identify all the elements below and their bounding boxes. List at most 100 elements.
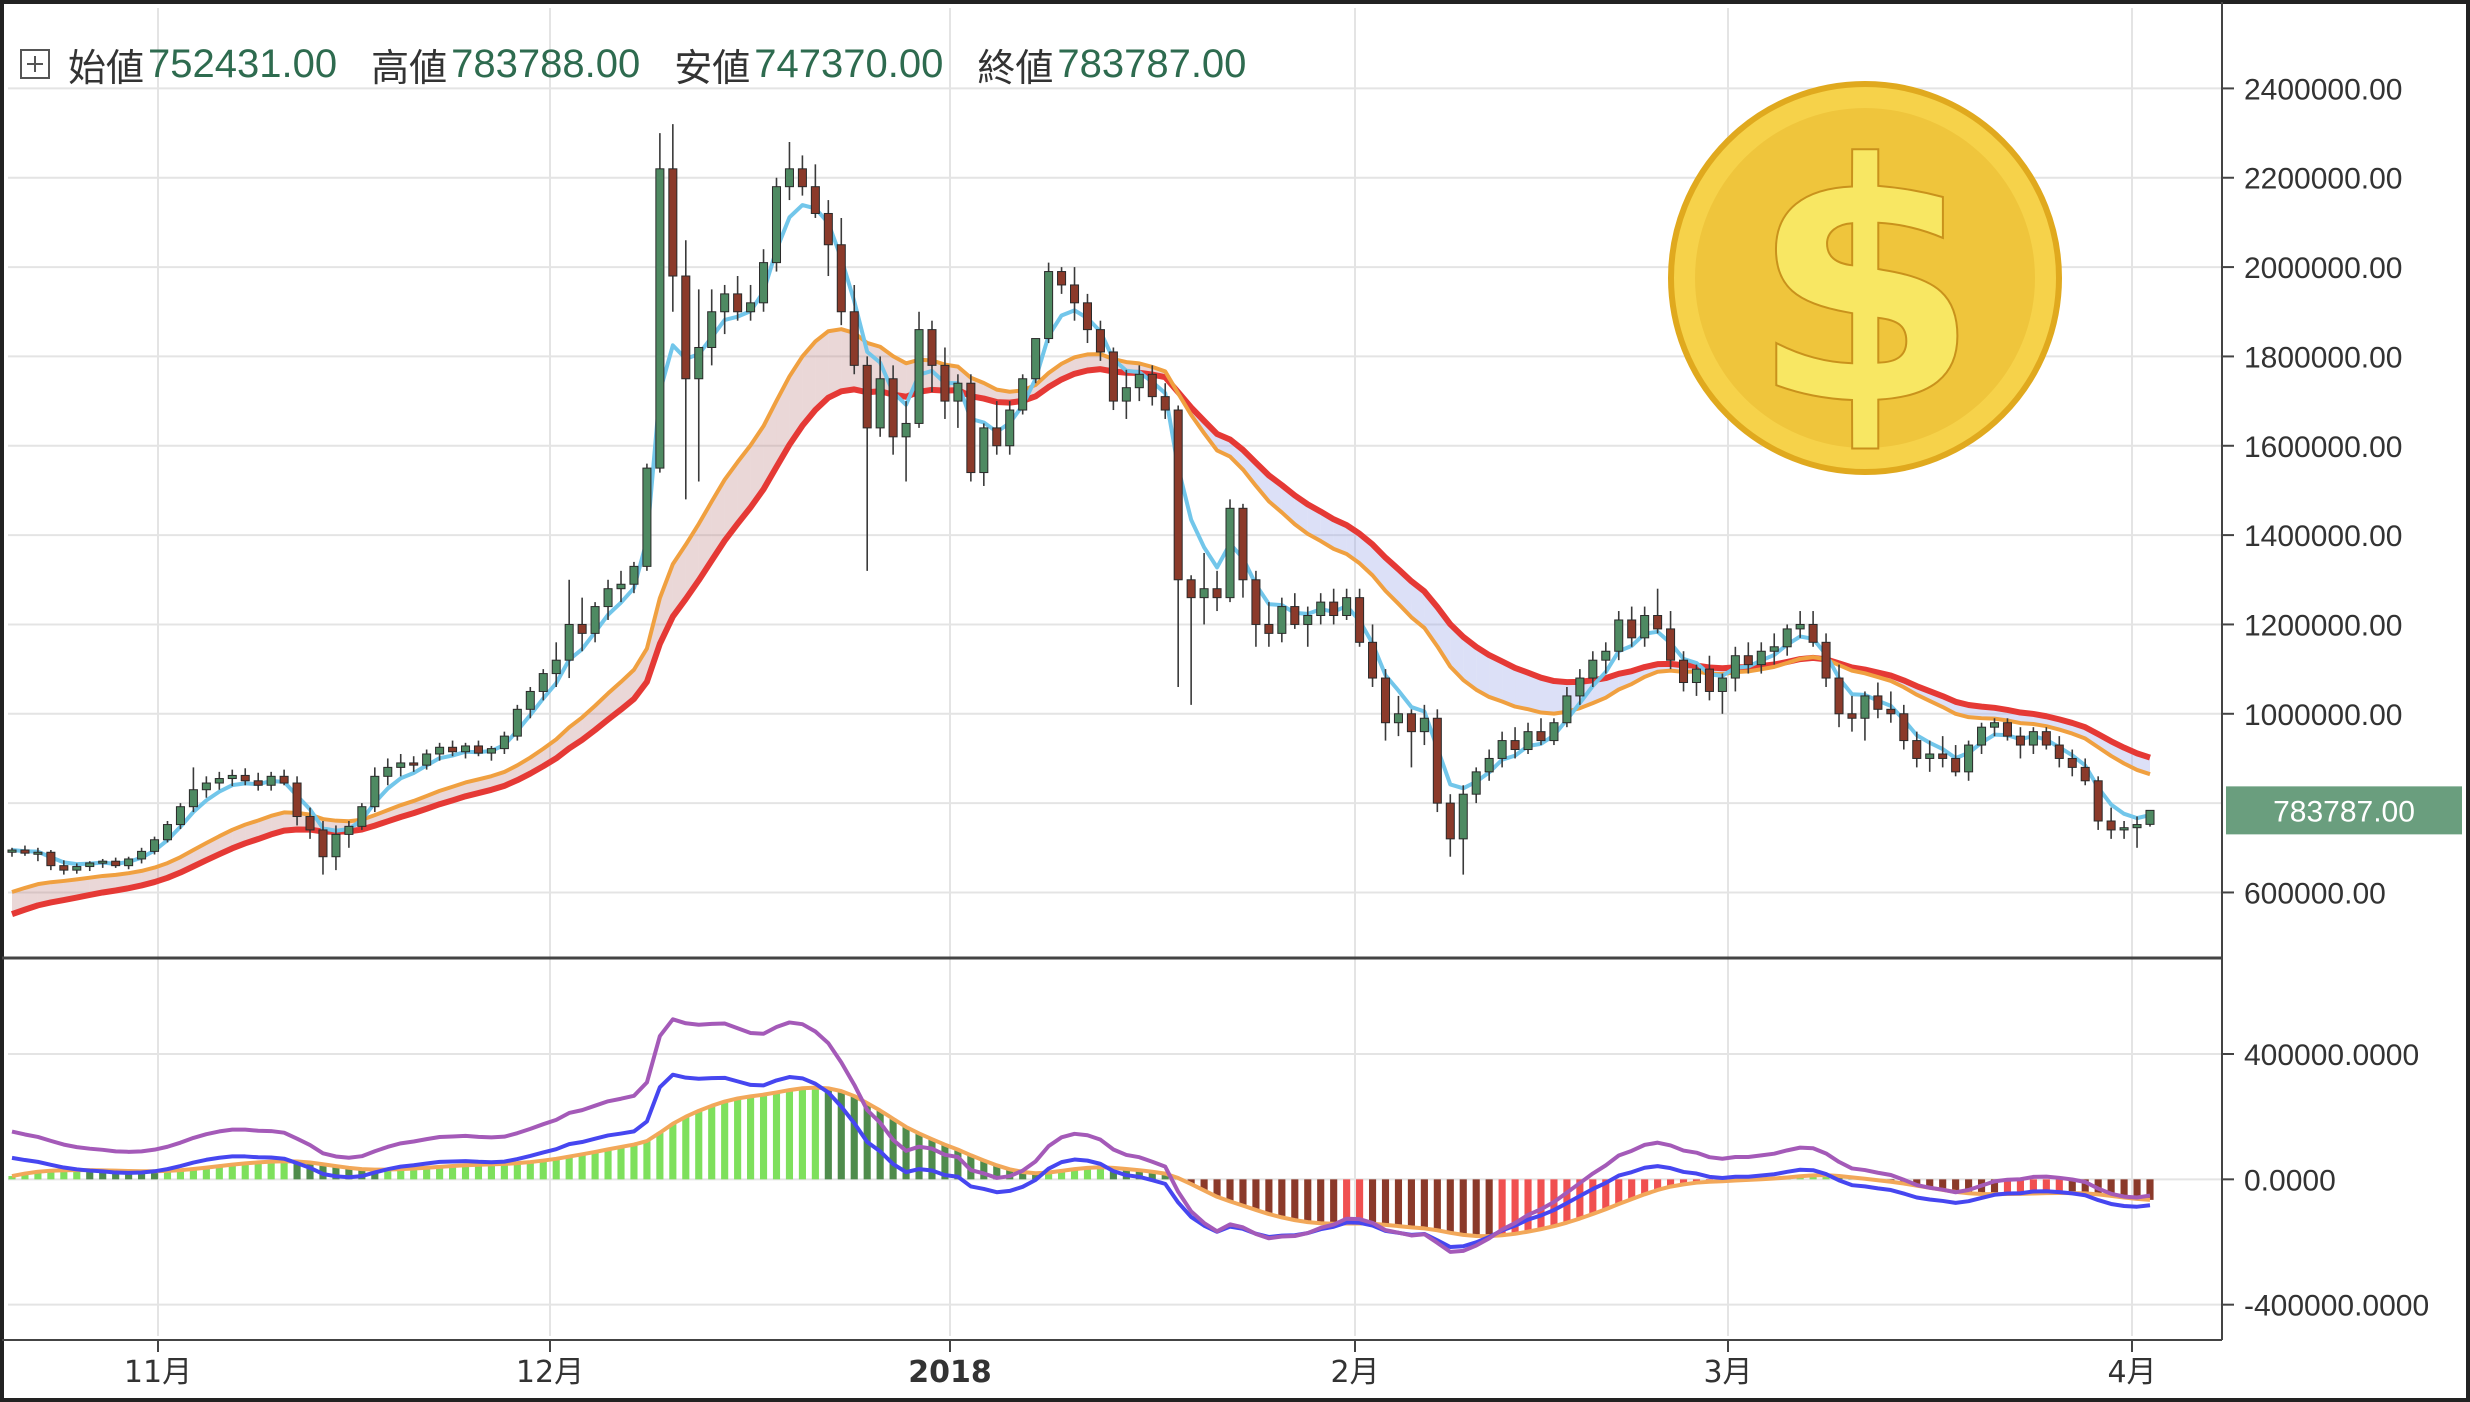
oscillator-axis[interactable]: 400000.0000 0.0000 -400000.0000 xyxy=(2222,1039,2429,1323)
candle[interactable] xyxy=(538,669,548,701)
candle[interactable] xyxy=(2106,807,2116,839)
candle[interactable] xyxy=(655,133,665,473)
candle[interactable] xyxy=(448,740,458,757)
candle[interactable] xyxy=(746,284,756,321)
candle[interactable] xyxy=(1782,624,1792,656)
candle[interactable] xyxy=(1108,347,1118,411)
candle[interactable] xyxy=(1666,611,1676,670)
candle[interactable] xyxy=(2093,776,2103,830)
candle[interactable] xyxy=(512,704,522,741)
candle[interactable] xyxy=(1303,606,1313,647)
candle[interactable] xyxy=(473,740,483,757)
candle[interactable] xyxy=(2132,816,2142,848)
candle[interactable] xyxy=(1147,365,1157,406)
candle[interactable] xyxy=(1329,588,1339,625)
candle[interactable] xyxy=(1886,691,1896,723)
candle[interactable] xyxy=(201,776,211,798)
candle[interactable] xyxy=(1044,262,1054,344)
candle[interactable] xyxy=(1691,664,1702,696)
candle[interactable] xyxy=(642,463,652,571)
candle[interactable] xyxy=(422,749,432,770)
candle[interactable] xyxy=(1173,405,1183,687)
candle[interactable] xyxy=(227,769,237,787)
candle[interactable] xyxy=(2041,727,2051,750)
candle[interactable] xyxy=(616,570,626,603)
candle[interactable] xyxy=(175,803,185,830)
candle[interactable] xyxy=(396,753,406,777)
candle[interactable] xyxy=(1082,293,1092,344)
candle[interactable] xyxy=(1018,374,1028,415)
candle[interactable] xyxy=(1290,593,1300,629)
candle[interactable] xyxy=(940,347,950,419)
candle[interactable] xyxy=(784,142,794,201)
candle[interactable] xyxy=(759,249,769,312)
candle[interactable] xyxy=(1095,320,1105,361)
candle[interactable] xyxy=(1445,794,1455,857)
candle[interactable] xyxy=(1277,597,1287,643)
candle[interactable] xyxy=(1704,655,1714,701)
candle[interactable] xyxy=(1860,691,1870,741)
candle[interactable] xyxy=(1627,606,1637,647)
candle[interactable] xyxy=(344,820,354,848)
candle[interactable] xyxy=(1769,633,1779,665)
candle[interactable] xyxy=(1057,267,1067,294)
candle[interactable] xyxy=(2080,758,2090,786)
candle[interactable] xyxy=(629,561,639,594)
candle[interactable] xyxy=(862,356,872,571)
candle[interactable] xyxy=(603,579,613,620)
candle[interactable] xyxy=(914,311,924,428)
candle[interactable] xyxy=(1808,611,1818,647)
candle[interactable] xyxy=(1121,369,1131,419)
candle[interactable] xyxy=(1225,499,1235,603)
candle[interactable] xyxy=(1847,695,1857,732)
candle[interactable] xyxy=(240,768,250,786)
candle[interactable] xyxy=(1575,669,1585,705)
candle[interactable] xyxy=(1821,633,1831,687)
candle[interactable] xyxy=(2054,736,2064,768)
candle[interactable] xyxy=(46,850,56,871)
candle[interactable] xyxy=(279,769,289,786)
candle[interactable] xyxy=(1964,740,1974,781)
candle[interactable] xyxy=(1484,749,1494,781)
candle[interactable] xyxy=(1640,606,1650,647)
candle[interactable] xyxy=(1031,338,1041,384)
candle[interactable] xyxy=(253,772,263,791)
candle[interactable] xyxy=(1562,686,1572,728)
candle[interactable] xyxy=(1730,646,1740,692)
candle[interactable] xyxy=(1743,642,1753,674)
candle[interactable] xyxy=(1601,642,1611,674)
candle[interactable] xyxy=(1549,718,1559,746)
candle[interactable] xyxy=(383,758,393,786)
candle[interactable] xyxy=(694,289,704,482)
candle[interactable] xyxy=(1212,570,1222,612)
candle[interactable] xyxy=(771,177,782,272)
price-axis[interactable]: 2400000.00 2200000.00 2000000.00 1800000.00… xyxy=(2222,73,2403,910)
candle[interactable] xyxy=(460,742,471,759)
candle[interactable] xyxy=(810,164,820,218)
candle[interactable] xyxy=(1912,731,1922,768)
candle[interactable] xyxy=(435,742,445,761)
candle[interactable] xyxy=(927,320,937,393)
candle[interactable] xyxy=(1497,731,1507,768)
candle[interactable] xyxy=(1717,673,1727,714)
candle[interactable] xyxy=(1005,401,1015,455)
candle[interactable] xyxy=(1380,669,1391,741)
candle[interactable] xyxy=(318,820,328,875)
candle[interactable] xyxy=(1938,736,1948,768)
candle[interactable] xyxy=(1536,718,1546,746)
candle[interactable] xyxy=(1989,718,2000,737)
candle[interactable] xyxy=(85,861,95,872)
candle[interactable] xyxy=(409,756,419,772)
candle[interactable] xyxy=(1160,383,1170,419)
candle[interactable] xyxy=(1925,740,1935,772)
candle[interactable] xyxy=(266,771,276,791)
candle[interactable] xyxy=(979,423,989,486)
candle[interactable] xyxy=(2015,727,2025,759)
candle[interactable] xyxy=(953,374,963,428)
candle[interactable] xyxy=(2145,809,2155,827)
candle[interactable] xyxy=(292,776,302,826)
candle[interactable] xyxy=(357,803,367,830)
candle[interactable] xyxy=(836,217,846,326)
candle[interactable] xyxy=(1432,709,1442,813)
